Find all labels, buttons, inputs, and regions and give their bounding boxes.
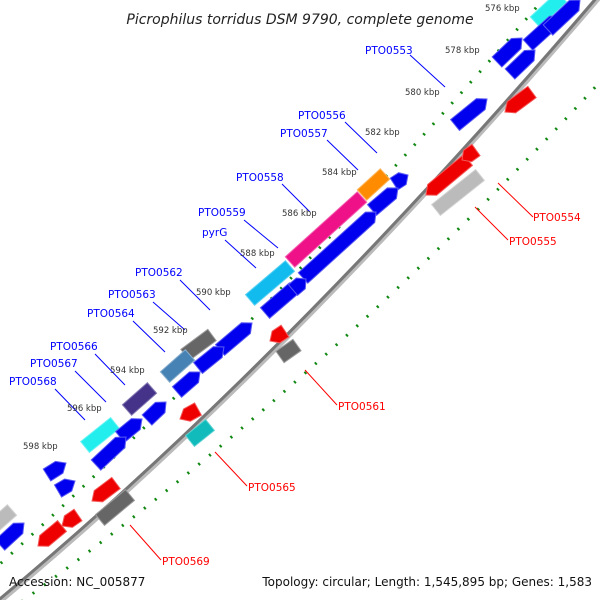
gene-label[interactable]: PTO0554	[533, 212, 581, 224]
gene-block-red-reverse[interactable]	[179, 402, 203, 422]
kbp-label: 578 kbp	[445, 46, 480, 56]
kbp-label: 594 kbp	[110, 366, 145, 376]
kbp-label: 584 kbp	[322, 168, 357, 178]
label-leader-line	[304, 369, 338, 406]
gene-block-darkgray-reverse[interactable]	[94, 488, 136, 527]
kbp-label: 592 kbp	[153, 326, 188, 336]
gene-block-orange-forward[interactable]	[356, 168, 391, 201]
label-leaders	[54, 54, 534, 561]
label-leader-line	[409, 54, 446, 88]
kbp-label: 590 kbp	[196, 288, 231, 298]
gene-label[interactable]: PTO0566	[50, 341, 98, 353]
label-leader-line	[94, 353, 126, 386]
genome-title: Picrophilus torridus DSM 9790, complete …	[126, 12, 473, 28]
label-leader-line	[497, 182, 534, 218]
gene-block-pink-forward[interactable]	[284, 191, 368, 268]
gene-block-blue-forward[interactable]	[114, 418, 143, 444]
gene-label[interactable]: pyrG	[202, 227, 227, 239]
gene-label[interactable]: PTO0563	[108, 289, 156, 301]
gene-block-blue-forward[interactable]	[297, 211, 377, 284]
kbp-label: 576 kbp	[485, 4, 520, 14]
gene-block-red-reverse[interactable]	[425, 153, 474, 196]
gene-label[interactable]: PTO0561	[338, 401, 386, 413]
gene-label[interactable]: PTO0562	[135, 267, 183, 279]
gene-block-blue-forward[interactable]	[90, 436, 127, 471]
gene-block-cyan-forward[interactable]	[529, 0, 568, 28]
gene-label[interactable]: PTO0567	[30, 358, 78, 370]
gene-block-teal-reverse[interactable]	[184, 418, 216, 448]
label-leader-line	[152, 301, 186, 331]
gene-block-blue-forward[interactable]	[192, 346, 225, 375]
label-leader-line	[243, 219, 279, 249]
label-leader-line	[474, 206, 509, 241]
label-leader-line	[54, 388, 86, 421]
gene-block-blue-forward[interactable]	[491, 37, 523, 68]
gene-block-darkgray-reverse[interactable]	[275, 338, 302, 364]
gene-label[interactable]: PTO0559	[198, 207, 246, 219]
gene-label[interactable]: PTO0568	[9, 376, 57, 388]
gene-block-red-reverse[interactable]	[269, 324, 290, 344]
label-leader-line	[224, 239, 257, 269]
label-leader-line	[344, 121, 378, 154]
gene-block-red-reverse[interactable]	[504, 85, 537, 114]
accession-text: Accession: NC_005877	[9, 575, 145, 589]
gene-block-blue-forward[interactable]	[0, 522, 25, 551]
gene-label[interactable]: PTO0553	[365, 45, 413, 57]
kbp-label: 598 kbp	[23, 442, 58, 452]
label-leader-line	[132, 320, 166, 353]
inner-tick-ring	[21, 79, 600, 600]
gene-label[interactable]: PTO0564	[87, 308, 135, 320]
gene-block-blue-forward[interactable]	[171, 371, 201, 398]
gene-block-red-reverse[interactable]	[37, 519, 68, 547]
kbp-label: 580 kbp	[405, 88, 440, 98]
label-leader-line	[74, 370, 107, 403]
gene-block-blue-forward[interactable]	[141, 401, 167, 426]
kbp-tick-labels: 576 kbp 578 kbp 580 kbp 582 kbp 584 kbp …	[23, 4, 520, 452]
kbp-label: 596 kbp	[67, 404, 102, 414]
gene-label[interactable]: PTO0569	[162, 556, 210, 568]
gene-block-blue-forward[interactable]	[366, 187, 399, 217]
gene-block-blue-forward[interactable]	[389, 172, 409, 191]
gene-block-red-reverse[interactable]	[91, 476, 121, 503]
gene-block-purple-forward[interactable]	[121, 382, 158, 416]
label-leader-line	[129, 524, 162, 561]
gene-block-lightgray-reverse[interactable]	[430, 168, 486, 217]
gene-blocks	[0, 0, 581, 551]
label-leader-line	[281, 183, 311, 213]
gene-block-darkgray-forward[interactable]	[180, 328, 217, 362]
gene-block-red-reverse[interactable]	[61, 508, 83, 528]
kbp-label: 588 kbp	[240, 249, 275, 259]
gene-label[interactable]: PTO0555	[509, 236, 557, 248]
gene-label[interactable]: PTO0565	[248, 482, 296, 494]
gene-block-red-reverse[interactable]	[461, 143, 481, 163]
gene-block-steelblue-forward[interactable]	[159, 349, 196, 383]
gene-block-blue-forward[interactable]	[287, 277, 307, 297]
topology-summary: Topology: circular; Length: 1,545,895 bp…	[261, 575, 592, 589]
gene-block-blue-forward[interactable]	[42, 460, 67, 482]
gene-block-blue-forward[interactable]	[449, 98, 488, 132]
kbp-label: 586 kbp	[282, 209, 317, 219]
label-leader-line	[214, 451, 248, 487]
gene-label[interactable]: PTO0556	[298, 110, 346, 122]
gene-block-cyan-forward[interactable]	[79, 416, 121, 454]
reverse-gene-labels: PTO0554 PTO0555 PTO0561 PTO0565 PTO0569	[162, 212, 581, 568]
gene-block-blue-forward[interactable]	[53, 478, 76, 498]
gene-label[interactable]: PTO0558	[236, 172, 284, 184]
gene-block-lightgray-forward[interactable]	[0, 504, 18, 531]
gene-label[interactable]: PTO0557	[280, 128, 328, 140]
gene-block-blue-forward[interactable]	[504, 49, 536, 80]
label-leader-line	[326, 139, 359, 171]
forward-gene-labels: PTO0553 PTO0556 PTO0557 PTO0558 PTO0559 …	[9, 45, 413, 388]
gene-block-blue-forward[interactable]	[542, 0, 581, 36]
label-leader-line	[179, 279, 211, 311]
kbp-label: 582 kbp	[365, 128, 400, 138]
gene-block-skyblue-forward[interactable]	[244, 259, 296, 307]
